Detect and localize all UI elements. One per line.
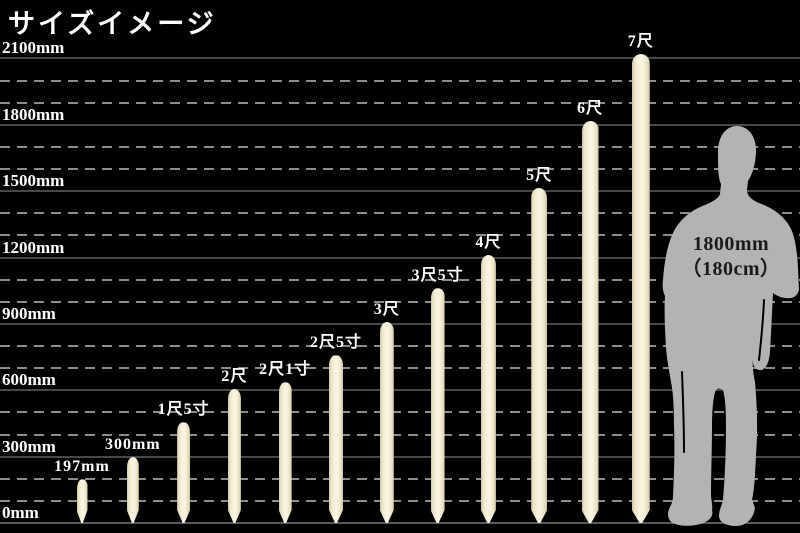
y-axis-tick-label: 1200mm (2, 237, 65, 257)
gridline-minor (0, 101, 800, 104)
stake-bar (380, 322, 394, 523)
stake-bar (329, 355, 343, 523)
stake-label: 6尺 (576, 99, 604, 117)
gridline-minor (0, 168, 800, 171)
gridline-minor (0, 433, 800, 436)
gridline-minor (0, 79, 800, 82)
gridline-minor (0, 411, 800, 414)
y-axis-tick-label: 900mm (2, 303, 56, 323)
gridline-major (0, 455, 800, 458)
person-arm-gap-right (758, 299, 765, 361)
stake-bar (127, 457, 139, 523)
gridline-minor (0, 367, 800, 370)
person-body-shape (662, 126, 799, 526)
gridline-major (0, 322, 800, 325)
gridline-minor (0, 499, 800, 502)
y-axis-tick-label: 600mm (2, 370, 56, 390)
stake-bar (531, 188, 547, 523)
gridline-minor (0, 345, 800, 348)
person-silhouette-svg (662, 126, 799, 526)
gridline-major (0, 190, 800, 193)
stake-label: 5尺 (526, 166, 553, 184)
stake-label: 1尺5寸 (157, 401, 210, 419)
stake-bar (481, 255, 496, 523)
stake-bar (582, 121, 599, 523)
person-arm-gap-left (681, 371, 685, 453)
y-axis-tick-label: 0mm (2, 503, 39, 522)
gridline-minor (0, 278, 800, 281)
gridline-major (0, 389, 800, 392)
gridline-minor (0, 145, 800, 148)
stake-label: 2尺 (221, 367, 248, 385)
gridline-minor (0, 234, 800, 237)
gridline-major (0, 522, 800, 524)
person-height-mm: 1800mm (692, 233, 770, 255)
stake-bar (77, 479, 88, 523)
stake-label: 2尺1寸 (259, 361, 312, 379)
stake-bar (431, 288, 445, 523)
stake-label: 197mm (54, 458, 110, 476)
gridline-minor (0, 212, 800, 215)
y-axis-tick-label: 300mm (2, 436, 56, 456)
gridline-major (0, 123, 800, 126)
gridline-major (0, 256, 800, 259)
y-axis-tick-label: 2100mm (2, 38, 65, 58)
stake-label: 7尺 (627, 32, 654, 50)
person-height-cm: （180cm） (681, 258, 781, 280)
stake-bar (279, 382, 292, 523)
stake-label: 300mm (104, 435, 161, 453)
stake-label: 4尺 (475, 233, 502, 251)
person-silhouette (660, 120, 800, 533)
stake-label: 3尺5寸 (411, 267, 464, 285)
y-axis-tick-label: 1500mm (2, 171, 65, 191)
y-axis-tick-label: 1800mm (2, 104, 65, 124)
gridline-minor (0, 300, 800, 303)
page-title: サイズイメージ (8, 9, 217, 39)
stake-bar (228, 389, 241, 523)
gridline-minor (0, 477, 800, 480)
stake-bar (177, 422, 190, 523)
stake-bar (632, 54, 650, 523)
person-height-label: 1800mm （180cm） (663, 232, 799, 282)
stake-label: 2尺5寸 (309, 334, 363, 352)
stake-label: 3尺 (373, 300, 400, 318)
gridline-major (0, 57, 800, 60)
